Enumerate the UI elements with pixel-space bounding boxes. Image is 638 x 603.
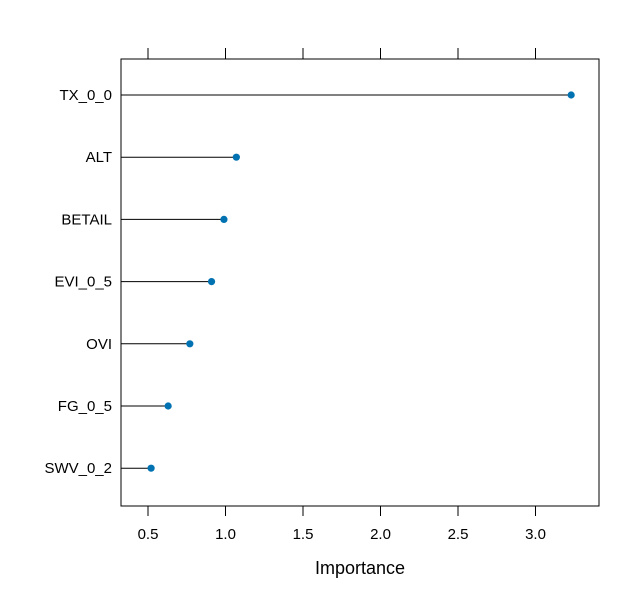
x-tick-label: 1.5 bbox=[293, 526, 314, 543]
x-axis-title: Importance bbox=[315, 558, 405, 578]
y-category-label: ALT bbox=[86, 149, 112, 166]
x-tick-label: 1.0 bbox=[215, 526, 236, 543]
y-category-label: FG_0_5 bbox=[58, 398, 112, 415]
plot-frame bbox=[120, 58, 600, 507]
x-tick-label: 0.5 bbox=[138, 526, 159, 543]
importance-point bbox=[232, 153, 240, 161]
importance-point bbox=[207, 278, 216, 286]
y-category-label: BETAIL bbox=[61, 211, 112, 228]
importance-point bbox=[567, 91, 575, 99]
x-axis: 0.5 1.0 1.5 2.0 2.5 3.0 bbox=[138, 506, 546, 543]
x-tick-label: 2.5 bbox=[448, 526, 469, 543]
y-category-label: OVI bbox=[86, 336, 112, 353]
importance-point bbox=[164, 402, 172, 410]
y-category-label: EVI_0_5 bbox=[54, 274, 112, 291]
y-category-label: TX_0_0 bbox=[59, 87, 112, 104]
x-tick-label: 2.0 bbox=[370, 526, 391, 543]
top-axis-ticks bbox=[147, 48, 536, 59]
x-tick-label: 3.0 bbox=[525, 526, 546, 543]
importance-point bbox=[220, 215, 228, 223]
chart-marks bbox=[121, 91, 575, 472]
y-category-label: SWV_0_2 bbox=[44, 460, 112, 477]
y-axis-labels: TX_0_0 ALT BETAIL EVI_0_5 OVI FG_0_5 SWV_0_2 bbox=[44, 87, 112, 477]
importance-point bbox=[147, 464, 155, 472]
importance-point bbox=[186, 340, 194, 348]
